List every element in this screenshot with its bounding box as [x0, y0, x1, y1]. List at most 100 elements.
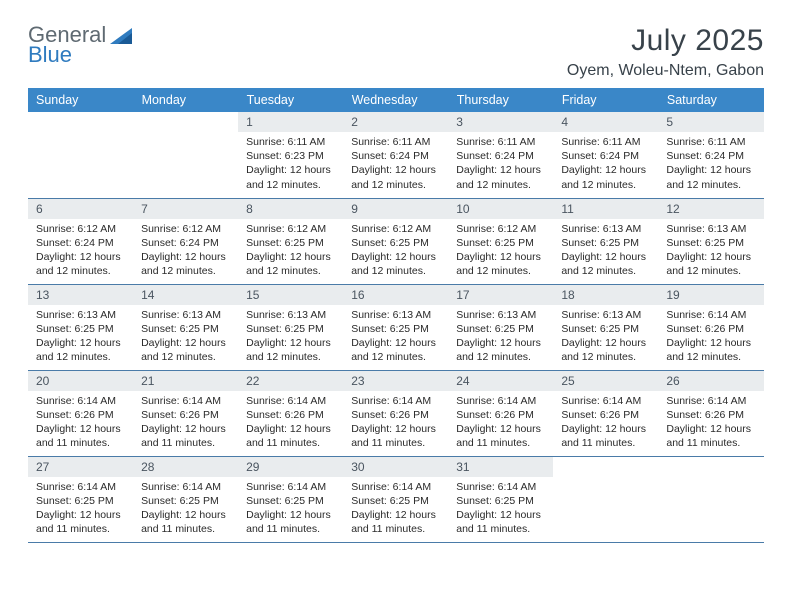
sunrise-text: Sunrise: 6:12 AM: [246, 222, 335, 236]
daylight-text: Daylight: 12 hours and 11 minutes.: [351, 508, 440, 536]
sunrise-text: Sunrise: 6:14 AM: [666, 394, 755, 408]
sunrise-text: Sunrise: 6:14 AM: [351, 394, 440, 408]
day-content: Sunrise: 6:14 AMSunset: 6:26 PMDaylight:…: [658, 391, 763, 455]
daylight-text: Daylight: 12 hours and 12 minutes.: [36, 250, 125, 278]
day-content: Sunrise: 6:14 AMSunset: 6:26 PMDaylight:…: [343, 391, 448, 455]
day-number: 23: [343, 371, 448, 391]
daylight-text: Daylight: 12 hours and 12 minutes.: [666, 336, 755, 364]
calendar-day-cell: 21Sunrise: 6:14 AMSunset: 6:26 PMDayligh…: [133, 370, 238, 456]
day-content: Sunrise: 6:14 AMSunset: 6:26 PMDaylight:…: [238, 391, 343, 455]
calendar-week-row: 1Sunrise: 6:11 AMSunset: 6:23 PMDaylight…: [28, 112, 764, 198]
daylight-text: Daylight: 12 hours and 11 minutes.: [666, 422, 755, 450]
day-number: 30: [343, 457, 448, 477]
day-number: 7: [133, 199, 238, 219]
day-content: Sunrise: 6:12 AMSunset: 6:25 PMDaylight:…: [343, 219, 448, 283]
sunset-text: Sunset: 6:26 PM: [561, 408, 650, 422]
calendar-table: SundayMondayTuesdayWednesdayThursdayFrid…: [28, 88, 764, 543]
calendar-header-row: SundayMondayTuesdayWednesdayThursdayFrid…: [28, 88, 764, 112]
sunset-text: Sunset: 6:25 PM: [351, 322, 440, 336]
sunset-text: Sunset: 6:25 PM: [456, 494, 545, 508]
weekday-header: Monday: [133, 88, 238, 112]
day-number: 11: [553, 199, 658, 219]
sunset-text: Sunset: 6:24 PM: [456, 149, 545, 163]
sunrise-text: Sunrise: 6:11 AM: [456, 135, 545, 149]
daylight-text: Daylight: 12 hours and 11 minutes.: [561, 422, 650, 450]
weekday-header: Tuesday: [238, 88, 343, 112]
sunrise-text: Sunrise: 6:13 AM: [351, 308, 440, 322]
logo-triangle-icon: [110, 26, 136, 51]
sunrise-text: Sunrise: 6:13 AM: [561, 308, 650, 322]
day-content: Sunrise: 6:14 AMSunset: 6:25 PMDaylight:…: [238, 477, 343, 541]
day-content: Sunrise: 6:13 AMSunset: 6:25 PMDaylight:…: [28, 305, 133, 369]
sunset-text: Sunset: 6:26 PM: [36, 408, 125, 422]
day-number: 16: [343, 285, 448, 305]
calendar-day-cell: 17Sunrise: 6:13 AMSunset: 6:25 PMDayligh…: [448, 284, 553, 370]
sunset-text: Sunset: 6:26 PM: [666, 322, 755, 336]
day-number: 28: [133, 457, 238, 477]
daylight-text: Daylight: 12 hours and 11 minutes.: [36, 422, 125, 450]
calendar-week-row: 27Sunrise: 6:14 AMSunset: 6:25 PMDayligh…: [28, 456, 764, 542]
daylight-text: Daylight: 12 hours and 12 minutes.: [456, 163, 545, 191]
day-number: 9: [343, 199, 448, 219]
daylight-text: Daylight: 12 hours and 12 minutes.: [666, 250, 755, 278]
sunrise-text: Sunrise: 6:14 AM: [561, 394, 650, 408]
calendar-week-row: 6Sunrise: 6:12 AMSunset: 6:24 PMDaylight…: [28, 198, 764, 284]
weekday-header: Sunday: [28, 88, 133, 112]
calendar-body: 1Sunrise: 6:11 AMSunset: 6:23 PMDaylight…: [28, 112, 764, 542]
calendar-day-cell: 2Sunrise: 6:11 AMSunset: 6:24 PMDaylight…: [343, 112, 448, 198]
calendar-day-cell: 16Sunrise: 6:13 AMSunset: 6:25 PMDayligh…: [343, 284, 448, 370]
sunrise-text: Sunrise: 6:11 AM: [666, 135, 755, 149]
daylight-text: Daylight: 12 hours and 12 minutes.: [561, 250, 650, 278]
day-content: Sunrise: 6:14 AMSunset: 6:25 PMDaylight:…: [343, 477, 448, 541]
sunrise-text: Sunrise: 6:14 AM: [666, 308, 755, 322]
calendar-day-cell: 6Sunrise: 6:12 AMSunset: 6:24 PMDaylight…: [28, 198, 133, 284]
sunset-text: Sunset: 6:25 PM: [246, 494, 335, 508]
day-number: 3: [448, 112, 553, 132]
calendar-day-cell: 26Sunrise: 6:14 AMSunset: 6:26 PMDayligh…: [658, 370, 763, 456]
day-content: Sunrise: 6:13 AMSunset: 6:25 PMDaylight:…: [133, 305, 238, 369]
calendar-day-cell: 15Sunrise: 6:13 AMSunset: 6:25 PMDayligh…: [238, 284, 343, 370]
calendar-day-cell: 9Sunrise: 6:12 AMSunset: 6:25 PMDaylight…: [343, 198, 448, 284]
calendar-day-cell: 18Sunrise: 6:13 AMSunset: 6:25 PMDayligh…: [553, 284, 658, 370]
daylight-text: Daylight: 12 hours and 11 minutes.: [456, 422, 545, 450]
sunset-text: Sunset: 6:24 PM: [36, 236, 125, 250]
calendar-day-cell: 4Sunrise: 6:11 AMSunset: 6:24 PMDaylight…: [553, 112, 658, 198]
daylight-text: Daylight: 12 hours and 11 minutes.: [351, 422, 440, 450]
calendar-day-cell: 31Sunrise: 6:14 AMSunset: 6:25 PMDayligh…: [448, 456, 553, 542]
calendar-page: General Blue July 2025 Oyem, Woleu-Ntem,…: [0, 0, 792, 563]
calendar-day-cell: 27Sunrise: 6:14 AMSunset: 6:25 PMDayligh…: [28, 456, 133, 542]
daylight-text: Daylight: 12 hours and 12 minutes.: [666, 163, 755, 191]
day-number: 15: [238, 285, 343, 305]
day-content: Sunrise: 6:14 AMSunset: 6:25 PMDaylight:…: [28, 477, 133, 541]
sunset-text: Sunset: 6:25 PM: [666, 236, 755, 250]
calendar-day-cell: 20Sunrise: 6:14 AMSunset: 6:26 PMDayligh…: [28, 370, 133, 456]
daylight-text: Daylight: 12 hours and 11 minutes.: [246, 508, 335, 536]
day-content: Sunrise: 6:14 AMSunset: 6:26 PMDaylight:…: [448, 391, 553, 455]
sunrise-text: Sunrise: 6:13 AM: [141, 308, 230, 322]
sunrise-text: Sunrise: 6:12 AM: [141, 222, 230, 236]
calendar-day-cell: 12Sunrise: 6:13 AMSunset: 6:25 PMDayligh…: [658, 198, 763, 284]
day-number: 2: [343, 112, 448, 132]
sunrise-text: Sunrise: 6:14 AM: [141, 480, 230, 494]
calendar-day-cell: 10Sunrise: 6:12 AMSunset: 6:25 PMDayligh…: [448, 198, 553, 284]
sunset-text: Sunset: 6:26 PM: [351, 408, 440, 422]
calendar-day-cell: 25Sunrise: 6:14 AMSunset: 6:26 PMDayligh…: [553, 370, 658, 456]
calendar-day-cell: 5Sunrise: 6:11 AMSunset: 6:24 PMDaylight…: [658, 112, 763, 198]
sunset-text: Sunset: 6:24 PM: [351, 149, 440, 163]
sunrise-text: Sunrise: 6:11 AM: [351, 135, 440, 149]
sunset-text: Sunset: 6:26 PM: [666, 408, 755, 422]
day-content: Sunrise: 6:11 AMSunset: 6:24 PMDaylight:…: [343, 132, 448, 196]
sunrise-text: Sunrise: 6:14 AM: [246, 394, 335, 408]
sunset-text: Sunset: 6:25 PM: [141, 494, 230, 508]
day-number: 5: [658, 112, 763, 132]
day-number: 13: [28, 285, 133, 305]
day-content: Sunrise: 6:11 AMSunset: 6:24 PMDaylight:…: [553, 132, 658, 196]
day-content: Sunrise: 6:14 AMSunset: 6:26 PMDaylight:…: [553, 391, 658, 455]
sunrise-text: Sunrise: 6:14 AM: [36, 394, 125, 408]
weekday-header: Wednesday: [343, 88, 448, 112]
sunset-text: Sunset: 6:26 PM: [141, 408, 230, 422]
calendar-day-cell: 19Sunrise: 6:14 AMSunset: 6:26 PMDayligh…: [658, 284, 763, 370]
daylight-text: Daylight: 12 hours and 12 minutes.: [561, 163, 650, 191]
day-number: 14: [133, 285, 238, 305]
day-number: 29: [238, 457, 343, 477]
